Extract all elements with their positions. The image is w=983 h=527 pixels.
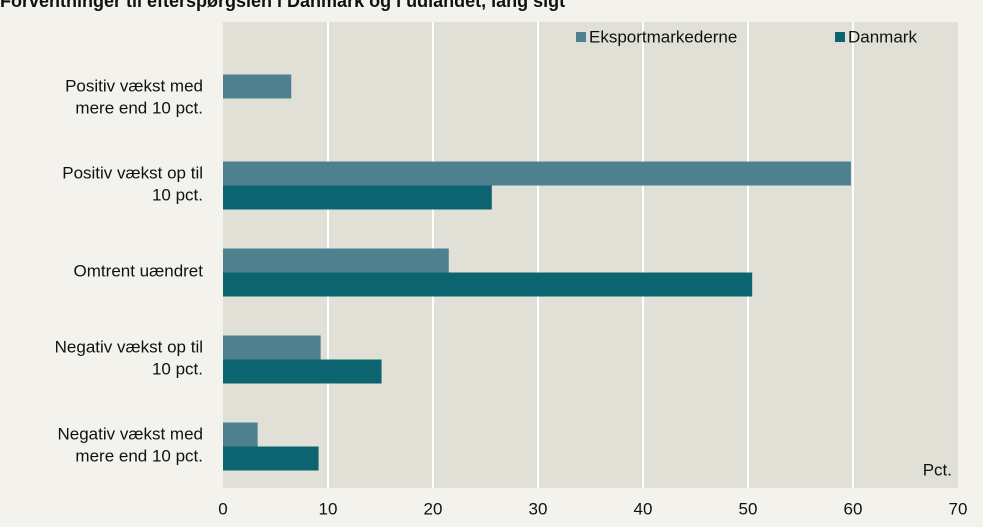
x-tick-label: 50 bbox=[739, 499, 758, 518]
y-tick-label: Omtrent uændret bbox=[74, 262, 204, 281]
x-tick-label: 30 bbox=[529, 499, 548, 518]
legend-swatch bbox=[576, 32, 586, 42]
x-tick-label: 70 bbox=[949, 499, 968, 518]
x-tick-label: 20 bbox=[424, 499, 443, 518]
bar bbox=[223, 272, 753, 297]
bar bbox=[223, 74, 292, 99]
x-tick-label: 40 bbox=[634, 499, 653, 518]
legend-swatch bbox=[835, 32, 845, 42]
y-tick-label: Negativ vækst med mere end 10 pct. bbox=[58, 425, 204, 466]
chart-title: Forventninger til efterspørgslen i Danma… bbox=[0, 0, 565, 11]
legend-label: Danmark bbox=[848, 27, 917, 46]
x-tick-label: 10 bbox=[319, 499, 338, 518]
y-tick-label: Positiv vækst op til 10 pct. bbox=[62, 164, 203, 205]
bar bbox=[223, 335, 321, 360]
bar bbox=[223, 185, 492, 210]
x-tick-label: 60 bbox=[844, 499, 863, 518]
bar bbox=[223, 422, 258, 447]
bar bbox=[223, 359, 382, 384]
y-tick-label: Negativ vækst op til 10 pct. bbox=[55, 338, 203, 379]
x-axis-label: Pct. bbox=[923, 460, 952, 479]
bar bbox=[223, 161, 851, 186]
legend-label: Eksportmarkederne bbox=[589, 27, 737, 46]
y-tick-label: Positiv vækst med mere end 10 pct. bbox=[65, 77, 203, 118]
x-tick-label: 0 bbox=[218, 499, 227, 518]
bar bbox=[223, 248, 449, 273]
bar bbox=[223, 446, 319, 471]
